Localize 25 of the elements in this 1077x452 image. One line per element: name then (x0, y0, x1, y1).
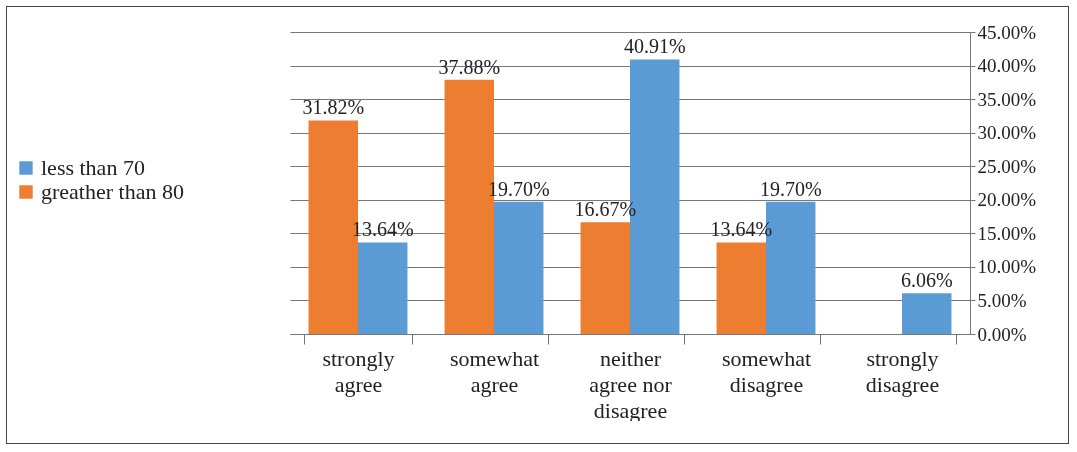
x-tick-label: strongly disagree (865, 345, 940, 397)
x-tick-label: strongly agree (322, 345, 395, 397)
y-tick-label: 10.00% (977, 256, 1037, 278)
y-tick-label: 35.00% (977, 88, 1037, 110)
y-tick-label: 25.00% (977, 155, 1037, 177)
y-tick-label: 30.00% (977, 122, 1037, 144)
bar (716, 242, 766, 334)
bar (902, 293, 952, 334)
y-tick-label: 15.00% (977, 222, 1037, 244)
y-tick-label: 45.00% (977, 21, 1037, 43)
x-tick-label: somewhat agree (449, 345, 540, 397)
data-label: 40.91% (623, 35, 686, 58)
data-label: 31.82% (302, 96, 365, 119)
y-tick-label: 40.00% (977, 55, 1037, 77)
data-label: 19.70% (759, 177, 822, 200)
bar (580, 222, 630, 334)
y-tick-label: 20.00% (977, 189, 1037, 211)
legend-label: less than 70 (41, 155, 145, 180)
data-label: 6.06% (900, 269, 953, 292)
bar (358, 242, 408, 334)
y-tick-label: 5.00% (977, 289, 1027, 311)
x-tick-label: somewhat disagree (721, 345, 812, 397)
y-tick-label: 0.00% (977, 323, 1027, 345)
bar (494, 201, 544, 334)
legend-label: greather than 80 (41, 179, 184, 204)
